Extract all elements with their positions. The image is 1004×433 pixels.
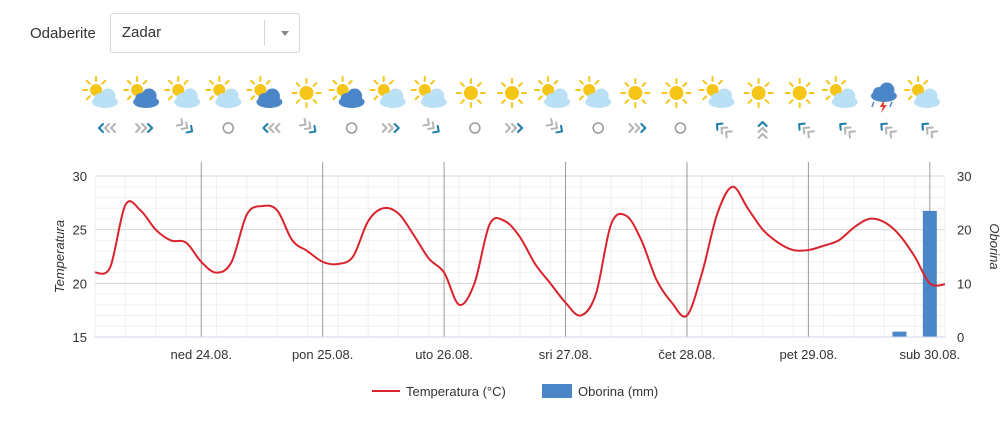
sun-icon: [455, 78, 486, 108]
wind-east-icon: [135, 123, 154, 133]
sun-icon: [784, 78, 815, 108]
y2-tick-label: 30: [957, 169, 971, 184]
y2-axis-title: Oborina: [987, 223, 1002, 269]
sun-cloud-icon: [698, 76, 735, 108]
wind-northwest-icon: [798, 122, 815, 139]
x-tick-label: sub 30.08.: [899, 347, 960, 362]
x-tick-label: uto 26.08.: [415, 347, 473, 362]
sun-icon: [497, 78, 527, 108]
wind-east-icon: [505, 123, 523, 133]
y-tick-label: 15: [73, 330, 87, 345]
sun-cloud-icon: [369, 76, 406, 108]
sun-cloud-icon: [410, 76, 447, 108]
legend-precipitation-label[interactable]: Oborina (mm): [578, 384, 658, 399]
calm-icon: [469, 122, 481, 134]
chevron-down-icon[interactable]: [280, 31, 289, 36]
wind-northwest-icon: [921, 122, 939, 139]
y2-tick-label: 0: [957, 330, 964, 345]
y2-tick-label: 20: [957, 223, 971, 238]
temperature-line: [94, 185, 946, 318]
sun-cloud-icon: [575, 76, 612, 108]
wind-icons-row: [98, 117, 939, 139]
calm-icon: [674, 122, 687, 134]
sun-icon: [661, 78, 692, 108]
location-select-value: Zadar: [121, 24, 162, 41]
legend-temperature-label[interactable]: Temperatura (°C): [406, 384, 506, 399]
wind-east-icon: [628, 123, 647, 133]
y-axis-title: Temperatura: [52, 220, 67, 293]
sun-cloud-icon: [904, 76, 940, 108]
wind-northwest-icon: [880, 122, 898, 139]
sun-icon: [291, 78, 322, 108]
sun-dark-cloud-icon: [123, 76, 160, 108]
wind-northwest-icon: [839, 122, 857, 139]
wind-north-icon: [757, 121, 768, 139]
weather-icons-row: [82, 76, 940, 113]
location-select[interactable]: Zadar: [109, 13, 300, 53]
sun-cloud-icon: [821, 76, 858, 108]
y2-tick-label: 10: [957, 276, 971, 291]
location-select-row: Odaberite Zadar: [30, 12, 300, 54]
wind-southeast-icon: [175, 117, 194, 134]
precipitation-bars: [892, 210, 937, 337]
y-tick-label: 30: [73, 169, 87, 184]
temperature-line-group: [94, 185, 946, 318]
wind-northwest-icon: [715, 122, 733, 139]
chart-legend: Temperatura (°C) Oborina (mm): [372, 384, 658, 399]
wind-southeast-icon: [299, 117, 317, 134]
sun-icon: [743, 78, 774, 108]
y-tick-label: 25: [73, 223, 87, 238]
sun-cloud-icon: [534, 76, 571, 108]
calm-icon: [345, 122, 358, 134]
sun-cloud-icon: [205, 76, 242, 108]
wind-east-icon: [381, 123, 400, 133]
precipitation-bar: [892, 331, 907, 337]
x-tick-label: čet 28.08.: [658, 347, 715, 362]
wind-west-icon: [98, 123, 116, 133]
wind-southeast-icon: [545, 117, 564, 134]
x-tick-label: ned 24.08.: [171, 347, 232, 362]
sun-cloud-icon: [164, 76, 201, 108]
sun-cloud-icon: [82, 76, 118, 108]
chart-axes: 15 20 25 30 0 10 20 30 ned 24.08. pon 25.08. uto 2…: [52, 169, 1002, 362]
x-tick-label: sri 27.08.: [539, 347, 592, 362]
select-divider: [263, 20, 265, 46]
y-tick-label: 20: [73, 276, 87, 291]
sun-dark-cloud-icon: [328, 76, 365, 108]
chart-grid: [94, 162, 946, 338]
precipitation-bar: [922, 210, 937, 337]
storm-cloud-icon: [870, 82, 897, 113]
sun-icon: [620, 78, 651, 108]
calm-icon: [222, 122, 235, 134]
x-tick-label: pon 25.08.: [292, 347, 353, 362]
legend-precipitation-swatch[interactable]: [542, 384, 572, 398]
sun-dark-cloud-icon: [246, 76, 283, 108]
x-tick-label: pet 29.08.: [779, 347, 837, 362]
location-select-label: Odaberite: [30, 24, 96, 42]
wind-west-icon: [262, 123, 281, 133]
calm-icon: [592, 122, 604, 134]
wind-southeast-icon: [422, 117, 440, 134]
